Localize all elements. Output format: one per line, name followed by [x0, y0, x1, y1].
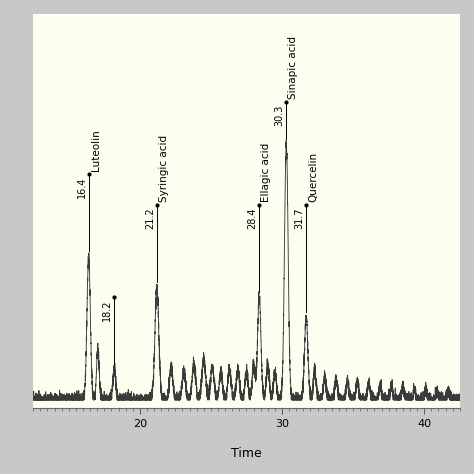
Text: 30.3: 30.3	[274, 104, 284, 126]
Text: Time: Time	[231, 447, 262, 460]
Text: Sinapic acid: Sinapic acid	[288, 36, 299, 99]
Text: 20: 20	[133, 419, 147, 429]
Text: 16.4: 16.4	[76, 176, 86, 198]
Text: 31.7: 31.7	[294, 207, 304, 228]
Text: 40: 40	[417, 419, 431, 429]
Text: Luteolin: Luteolin	[91, 129, 101, 171]
Text: Quercelin: Quercelin	[308, 152, 319, 202]
Text: 21.2: 21.2	[145, 207, 155, 228]
Text: Syringic acid: Syringic acid	[159, 135, 169, 202]
Text: 28.4: 28.4	[247, 207, 257, 228]
Text: Ellagic acid: Ellagic acid	[261, 143, 272, 202]
Text: 30: 30	[275, 419, 289, 429]
Text: 18.2: 18.2	[102, 300, 112, 321]
